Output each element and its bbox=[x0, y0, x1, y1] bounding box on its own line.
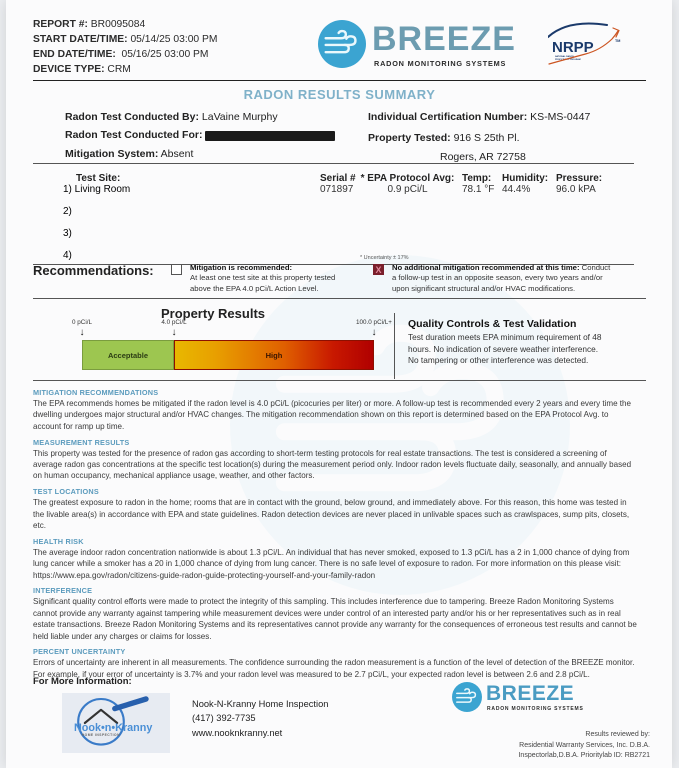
svg-text:Nook•n•Kranny: Nook•n•Kranny bbox=[74, 722, 152, 734]
svg-text:HOME INSPECTION: HOME INSPECTION bbox=[82, 733, 120, 737]
svg-text:TM: TM bbox=[615, 39, 620, 43]
